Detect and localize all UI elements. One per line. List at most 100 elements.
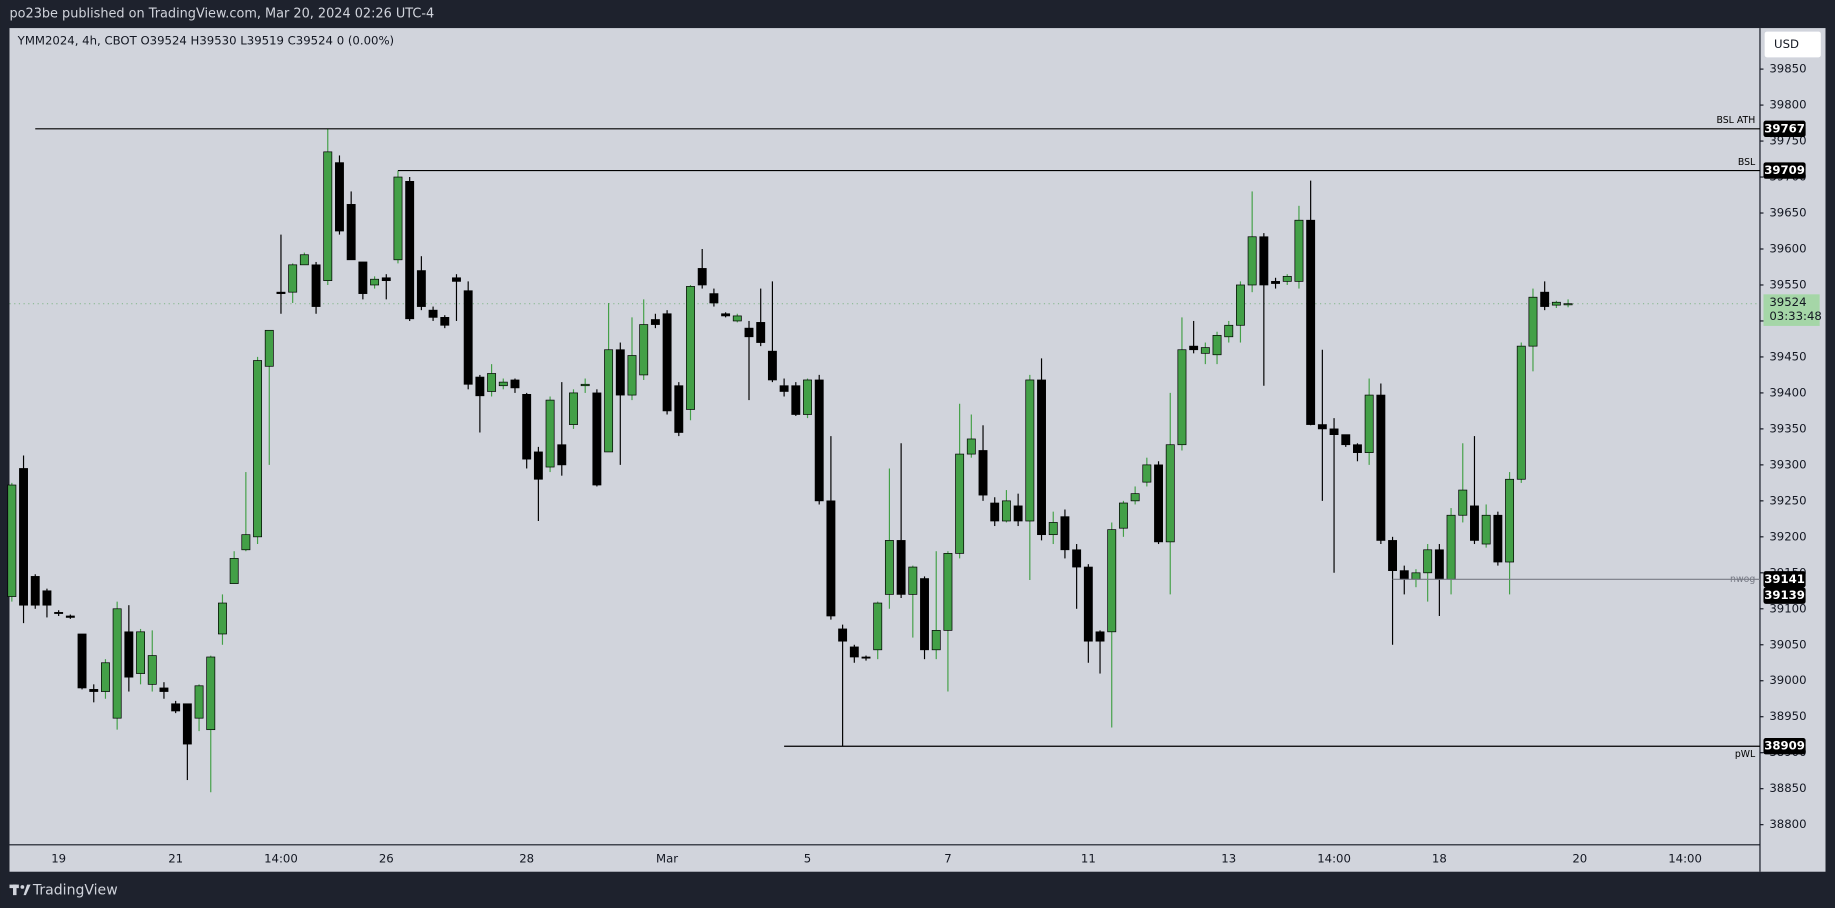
candle-body — [721, 313, 731, 317]
candle-body — [697, 268, 707, 286]
candle-body — [545, 399, 555, 468]
candle-body — [627, 355, 637, 396]
candle-body — [604, 349, 614, 453]
y-tick-label: 39350 — [1769, 421, 1806, 435]
y-tick-label: 38950 — [1769, 709, 1806, 723]
candle-body — [346, 204, 356, 261]
last-price-tag — [1763, 294, 1820, 326]
candle-body — [194, 685, 204, 719]
candle-body — [147, 655, 157, 685]
candle-body — [253, 360, 263, 538]
candle-body — [966, 438, 976, 455]
candle-body — [803, 379, 812, 415]
candle-body — [1212, 334, 1222, 356]
candle-body — [440, 317, 450, 326]
candle-body — [264, 329, 274, 367]
candle-body — [639, 324, 649, 376]
candle-body — [136, 631, 145, 674]
y-tick-label: 39600 — [1769, 241, 1806, 255]
candle-body — [299, 254, 309, 266]
candle-body — [580, 383, 590, 387]
candle-body — [416, 270, 426, 307]
candle-body — [1130, 493, 1140, 502]
candle-body — [1095, 631, 1105, 642]
candle-body — [1154, 464, 1163, 543]
candle-body — [77, 633, 87, 689]
price-tag — [1763, 571, 1806, 588]
x-tick-label: 14:00 — [1317, 851, 1351, 865]
candle-body — [791, 385, 801, 415]
candle-body — [838, 628, 848, 642]
price-tag-label: 38909 — [1764, 739, 1805, 753]
candle-body — [849, 646, 859, 658]
candle-body — [323, 151, 333, 282]
candle-body — [30, 576, 40, 606]
candle-body — [1399, 570, 1409, 580]
candle-body — [1563, 303, 1573, 306]
candle-body — [990, 502, 1000, 522]
candle-body — [19, 468, 28, 606]
candle-body — [674, 385, 684, 433]
candle-body — [358, 261, 368, 294]
candle-body — [522, 394, 532, 460]
x-tick-label: 21 — [168, 851, 183, 865]
candle-body — [229, 558, 239, 584]
symbol-legend: YMM2024, 4h, CBOT O39524 H39530 L39519 C… — [17, 33, 394, 47]
candle-body — [1388, 540, 1398, 572]
candle-body — [159, 687, 169, 692]
brand: TradingView — [32, 882, 118, 898]
candle-body — [709, 293, 719, 304]
price-tag-label: 39767 — [1764, 121, 1805, 135]
candle-body — [182, 703, 192, 745]
candle-body — [1282, 275, 1292, 282]
candle-body — [1118, 502, 1128, 529]
candle-body — [650, 319, 660, 325]
candle-body — [1048, 522, 1058, 536]
y-tick-label: 39650 — [1769, 206, 1806, 220]
price-tag — [1763, 162, 1806, 179]
candle-body — [908, 566, 918, 595]
candle-body — [767, 350, 777, 381]
candle-body — [1200, 347, 1210, 354]
x-tick-label: 13 — [1221, 851, 1236, 865]
candle-body — [1446, 514, 1456, 580]
y-tick-label: 39000 — [1769, 673, 1806, 687]
candle-body — [498, 381, 508, 387]
currency: USD — [1774, 37, 1799, 51]
candle-body — [241, 534, 251, 551]
x-tick-label: 26 — [379, 851, 394, 865]
candle-body — [124, 631, 134, 678]
candle-body — [1364, 394, 1374, 453]
candle-body — [370, 278, 380, 286]
candle-body — [615, 349, 625, 396]
y-tick-label: 39400 — [1769, 385, 1806, 399]
candle-body — [112, 608, 122, 719]
candle-body — [1505, 478, 1515, 563]
candle-body — [920, 578, 929, 651]
candle-body — [955, 453, 965, 554]
level-label: BSL — [1738, 157, 1756, 168]
currency-box[interactable] — [1764, 31, 1821, 58]
candle-body — [1540, 291, 1550, 307]
candle-body — [288, 264, 298, 293]
candle-body — [1376, 394, 1386, 541]
y-tick-label: 39100 — [1769, 601, 1806, 615]
candle-body — [1189, 345, 1199, 351]
candle-body — [1142, 464, 1152, 483]
candle-body — [65, 615, 75, 618]
candle-body — [54, 612, 64, 614]
candle-body — [42, 590, 52, 606]
candle-body — [1224, 324, 1234, 338]
candle-body — [1083, 566, 1093, 642]
candle-body — [1165, 444, 1175, 543]
candle-body — [311, 264, 321, 307]
y-tick-label: 39550 — [1769, 277, 1806, 291]
candle-body — [475, 376, 485, 397]
candle-body — [1271, 281, 1280, 284]
y-tick-label: 39800 — [1769, 98, 1806, 112]
candle-body — [1247, 236, 1257, 286]
price-tag — [1763, 587, 1806, 604]
candle-body — [1493, 514, 1503, 563]
candle-body — [779, 385, 789, 392]
